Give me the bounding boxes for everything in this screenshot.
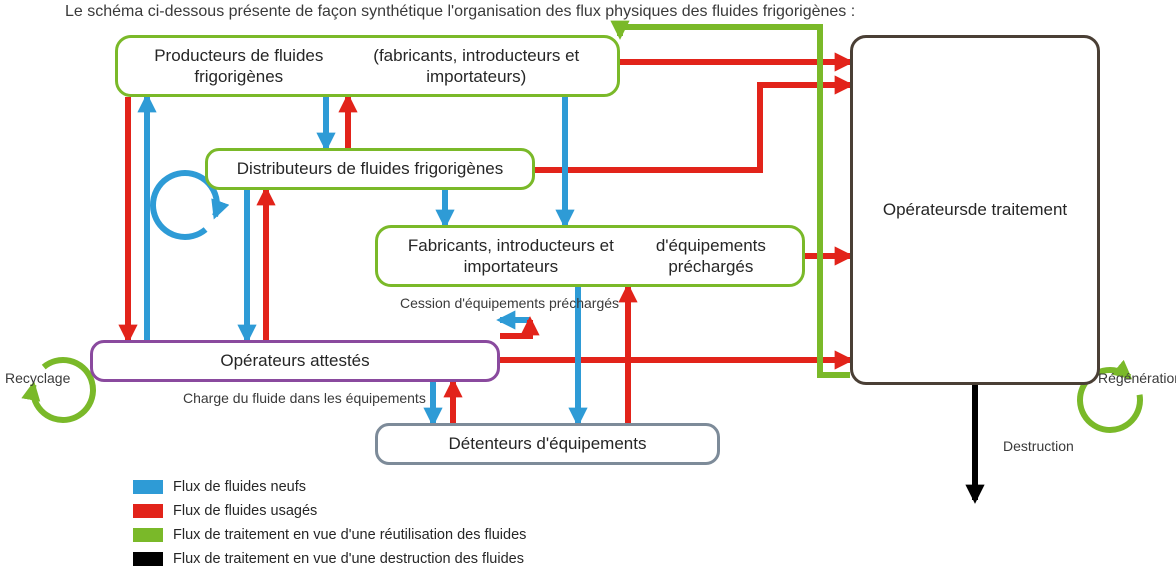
legend-row: Flux de fluides usagés	[133, 499, 526, 523]
node-distributeurs: Distributeurs de fluides frigorigènes	[205, 148, 535, 190]
legend-swatch	[133, 528, 163, 542]
node-fabricants: Fabricants, introducteurs et importateur…	[375, 225, 805, 287]
label-regeneration: Régénération	[1098, 370, 1176, 386]
node-traitement: Opérateursde traitement	[850, 35, 1100, 385]
legend-label: Flux de traitement en vue d'une réutilis…	[173, 527, 526, 543]
label-cession: Cession d'équipements préchargés	[400, 295, 619, 311]
node-detenteurs: Détenteurs d'équipements	[375, 423, 720, 465]
node-producteurs: Producteurs de fluides frigorigènes(fabr…	[115, 35, 620, 97]
legend-label: Flux de traitement en vue d'une destruct…	[173, 551, 524, 567]
legend-label: Flux de fluides usagés	[173, 503, 317, 519]
legend-label: Flux de fluides neufs	[173, 479, 306, 495]
node-operateurs: Opérateurs attestés	[90, 340, 500, 382]
legend-swatch	[133, 552, 163, 566]
legend-row: Flux de traitement en vue d'une réutilis…	[133, 523, 526, 547]
label-recyclage: Recyclage	[5, 370, 70, 386]
legend-swatch	[133, 504, 163, 518]
legend-row: Flux de fluides neufs	[133, 475, 526, 499]
caption-text: Le schéma ci-dessous présente de façon s…	[65, 3, 855, 21]
legend-swatch	[133, 480, 163, 494]
label-destruction: Destruction	[1003, 438, 1074, 454]
legend: Flux de fluides neufs Flux de fluides usa…	[133, 475, 526, 571]
label-charge: Charge du fluide dans les équipements	[183, 390, 426, 406]
legend-row: Flux de traitement en vue d'une destruct…	[133, 547, 526, 571]
